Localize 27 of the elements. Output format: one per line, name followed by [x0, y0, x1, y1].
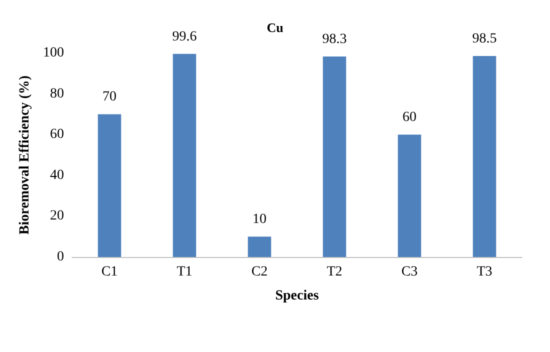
bar — [98, 114, 122, 257]
y-tick-label: 40 — [50, 168, 64, 183]
data-label: 99.6 — [172, 29, 197, 44]
x-tick-label: T1 — [176, 264, 192, 280]
x-tick-label: C3 — [401, 264, 418, 280]
y-tick-label: 0 — [57, 250, 64, 264]
y-tick-label: 80 — [50, 86, 64, 102]
x-tick-label: C2 — [251, 264, 268, 280]
y-tick-label: 100 — [43, 46, 64, 60]
bar — [248, 236, 272, 257]
chart-title: Cu — [266, 20, 284, 35]
bar — [398, 134, 422, 257]
data-label: 70 — [102, 90, 116, 105]
y-tick-label: 60 — [50, 127, 64, 142]
data-label: 98.5 — [472, 32, 497, 47]
data-label: 60 — [402, 110, 416, 126]
data-label: 10 — [252, 212, 266, 228]
x-tick-label: C1 — [101, 264, 118, 280]
bar — [172, 54, 196, 257]
y-axis-title: Bioremoval Efficiency (%) — [18, 75, 32, 235]
bar — [322, 56, 346, 257]
y-tick-label: 20 — [50, 208, 64, 224]
x-tick-label: T3 — [476, 264, 492, 280]
bar — [472, 56, 496, 257]
x-tick-label: T2 — [326, 264, 342, 280]
x-axis-title: Species — [275, 288, 320, 304]
data-label: 98.3 — [322, 32, 347, 47]
